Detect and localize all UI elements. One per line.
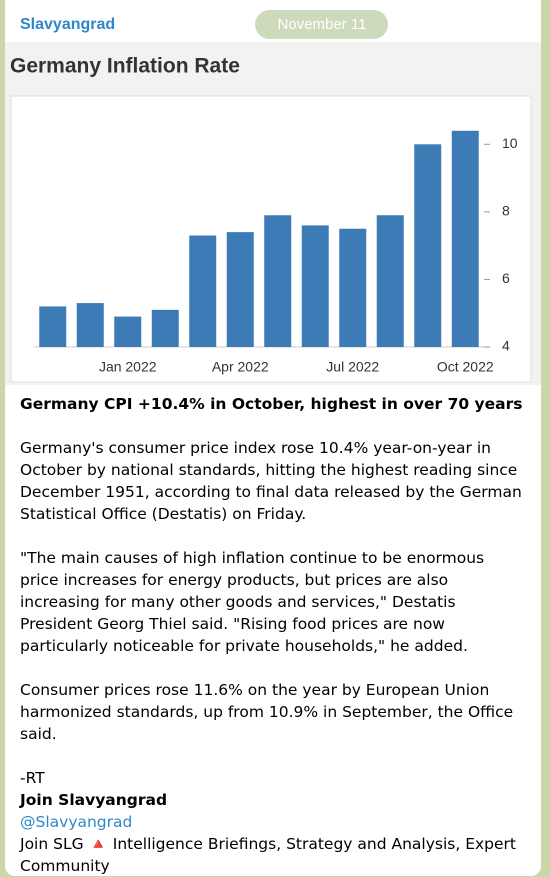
headline: Germany CPI +10.4% in October, highest i…	[20, 395, 523, 413]
date-pill	[255, 10, 388, 39]
bar	[151, 309, 179, 347]
channel-name[interactable]: Slavyangrad	[20, 16, 115, 33]
x-tick-label: Jan 2022	[99, 359, 157, 375]
y-tick-label: 8	[502, 203, 510, 219]
bar	[226, 232, 254, 347]
bar	[189, 235, 217, 347]
date: November 11	[278, 16, 367, 33]
bar	[76, 303, 104, 347]
bar	[114, 316, 142, 347]
bar	[339, 228, 367, 347]
join: Join Slavyangrad	[20, 791, 168, 809]
chart-title: Germany Inflation Rate	[10, 55, 240, 78]
paragraph: Consumer prices rose 11.6% on the year b…	[20, 681, 514, 743]
x-tick-label: Jul 2022	[326, 359, 379, 375]
chart: Slavyangrad November 11 Germany Inflatio…	[5, 10, 541, 385]
bar	[39, 306, 67, 347]
footer: Join SLG 🔺 Intelligence Briefings, Strat…	[20, 835, 516, 875]
post-text: Germany CPI +10.4% in October, highest i…	[20, 393, 525, 877]
paragraph: Germany's consumer price index rose 10.4…	[20, 439, 522, 523]
y-tick-label: 6	[502, 270, 510, 286]
y-tick-label: 4	[502, 338, 510, 354]
bar	[451, 130, 479, 347]
bar	[414, 144, 442, 347]
y-tick-label: 10	[502, 135, 518, 151]
paragraph: "The main causes of high inflation conti…	[20, 549, 485, 655]
signature: -RT	[20, 769, 45, 787]
bar	[264, 215, 292, 347]
handle[interactable]: @Slavyangrad	[20, 813, 133, 831]
bar	[301, 225, 329, 347]
x-tick-label: Oct 2022	[437, 359, 494, 375]
x-tick-label: Apr 2022	[212, 359, 269, 375]
bar	[376, 215, 404, 347]
